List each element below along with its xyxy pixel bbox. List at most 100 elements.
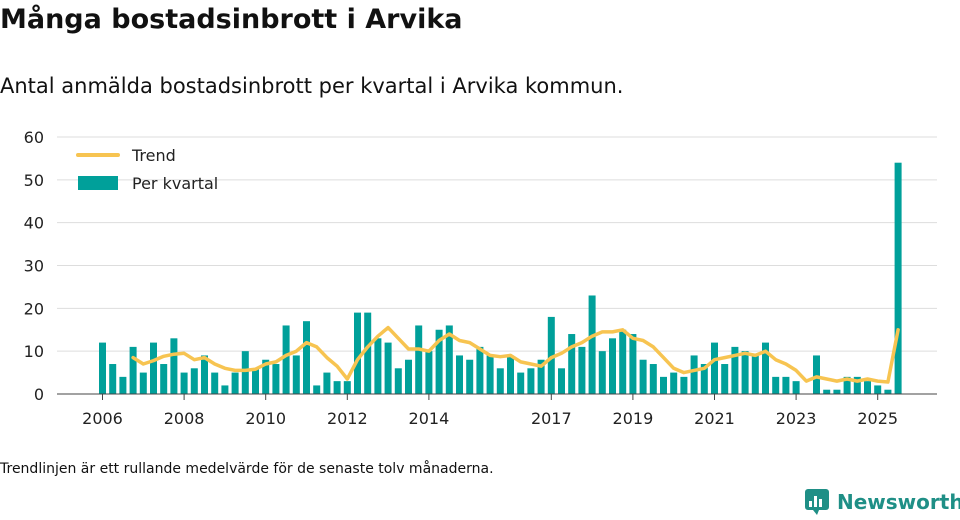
bar bbox=[129, 346, 137, 394]
bar bbox=[211, 372, 219, 394]
brand-name: Newsworthy bbox=[837, 490, 960, 514]
x-tick-label: 2012 bbox=[327, 409, 368, 428]
bar bbox=[303, 321, 310, 394]
bar bbox=[792, 381, 800, 394]
bar bbox=[537, 359, 545, 394]
x-tick-label: 2019 bbox=[613, 409, 654, 428]
x-tick-label: 2023 bbox=[776, 409, 817, 428]
bar bbox=[139, 372, 147, 394]
bar bbox=[160, 364, 168, 394]
bar bbox=[843, 376, 851, 394]
bar bbox=[884, 389, 892, 394]
bar bbox=[864, 381, 871, 394]
bar bbox=[384, 342, 392, 394]
bar bbox=[762, 342, 769, 394]
bar bbox=[282, 325, 290, 394]
bar-chart: 0 10 20 30 40 50 60 2006 2008 2010 2012 2014 2017 201… bbox=[24, 128, 937, 428]
bar bbox=[711, 342, 718, 394]
bar bbox=[894, 162, 902, 394]
newsworthy-logo-icon bbox=[805, 489, 829, 515]
bar bbox=[598, 351, 606, 394]
bar bbox=[823, 389, 831, 394]
bar bbox=[109, 364, 117, 394]
bar bbox=[660, 376, 667, 394]
bar bbox=[231, 372, 239, 394]
bar bbox=[629, 334, 637, 394]
y-tick-label: 20 bbox=[24, 299, 44, 318]
bar bbox=[496, 368, 504, 394]
bar bbox=[721, 364, 729, 394]
bar bbox=[568, 334, 576, 394]
bar bbox=[639, 359, 647, 394]
x-tick-label: 2010 bbox=[245, 409, 286, 428]
bar bbox=[507, 355, 514, 394]
bar bbox=[700, 364, 708, 394]
bar bbox=[558, 368, 565, 394]
bar bbox=[323, 372, 331, 394]
bar bbox=[547, 316, 555, 394]
bar bbox=[119, 376, 127, 394]
y-tick-label: 10 bbox=[24, 342, 44, 361]
chart-subtitle: Antal anmälda bostadsinbrott per kvartal… bbox=[0, 74, 624, 98]
legend-bar-label: Per kvartal bbox=[132, 174, 218, 193]
x-tick-label: 2017 bbox=[531, 409, 572, 428]
bar bbox=[670, 372, 678, 394]
bar bbox=[241, 351, 249, 394]
bar bbox=[150, 342, 157, 394]
bar bbox=[435, 329, 443, 394]
bar bbox=[527, 368, 535, 394]
bar bbox=[425, 351, 433, 394]
bar bbox=[782, 376, 790, 394]
bar bbox=[374, 338, 382, 394]
bar bbox=[180, 372, 188, 394]
bar bbox=[415, 325, 423, 394]
bar bbox=[354, 312, 361, 394]
bar bbox=[221, 385, 229, 394]
y-tick-label: 50 bbox=[24, 171, 44, 190]
bar bbox=[680, 376, 688, 394]
bar bbox=[578, 346, 586, 394]
bar bbox=[252, 368, 259, 394]
bar bbox=[394, 368, 402, 394]
bar bbox=[99, 342, 106, 394]
bar bbox=[772, 376, 780, 394]
y-tick-label: 30 bbox=[24, 257, 44, 276]
bar bbox=[731, 346, 739, 394]
y-tick-label: 60 bbox=[24, 128, 44, 147]
bar bbox=[751, 355, 759, 394]
bar bbox=[343, 381, 351, 394]
bar bbox=[190, 368, 198, 394]
bar bbox=[170, 338, 178, 394]
bar bbox=[619, 329, 627, 394]
trend-line bbox=[131, 325, 900, 384]
bar bbox=[588, 295, 596, 394]
bar bbox=[333, 381, 341, 394]
chart-title: Många bostadsinbrott i Arvika bbox=[0, 4, 463, 35]
x-tick-label: 2025 bbox=[857, 409, 898, 428]
x-tick-label: 2006 bbox=[82, 409, 123, 428]
bar bbox=[272, 364, 280, 394]
bar bbox=[833, 389, 841, 394]
bar bbox=[741, 351, 749, 394]
bar bbox=[690, 355, 698, 394]
bar bbox=[517, 372, 525, 394]
brand[interactable]: Newsworthy bbox=[804, 488, 960, 516]
bar bbox=[201, 355, 208, 394]
bar bbox=[476, 346, 484, 394]
bar bbox=[853, 376, 861, 394]
footnote: Trendlinjen är ett rullande medelvärde f… bbox=[0, 461, 494, 477]
y-tick-label: 40 bbox=[24, 214, 44, 233]
bar bbox=[486, 355, 494, 394]
x-tick-label: 2008 bbox=[164, 409, 205, 428]
bar bbox=[313, 385, 321, 394]
bar bbox=[262, 359, 270, 394]
legend-trend-label: Trend bbox=[131, 146, 176, 165]
bar bbox=[292, 355, 300, 394]
bar bbox=[609, 338, 616, 394]
legend-bar-swatch bbox=[78, 176, 118, 190]
x-tick-label: 2021 bbox=[694, 409, 735, 428]
bar bbox=[364, 312, 372, 394]
bar bbox=[649, 364, 657, 394]
bar bbox=[456, 355, 463, 394]
bar bbox=[405, 359, 412, 394]
